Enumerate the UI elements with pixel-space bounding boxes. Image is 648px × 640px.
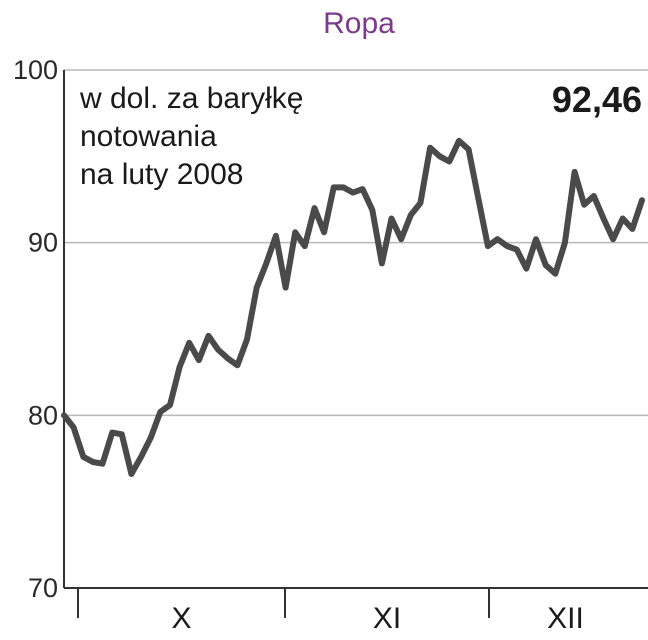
y-tick-label-90: 90 (28, 228, 58, 258)
price-line (61, 137, 645, 477)
y-axis-ticks: 70 80 90 100 (13, 55, 58, 603)
series-group (61, 137, 645, 477)
x-axis-months: X XI XII (77, 588, 584, 635)
y-tick-label-80: 80 (28, 400, 58, 430)
quote-label: notowania (80, 120, 217, 153)
y-tick-label-70: 70 (28, 573, 58, 603)
unit-label: w dol. za baryłkę (79, 82, 303, 115)
month-label-XII: XII (547, 602, 584, 635)
y-tick-label-100: 100 (13, 55, 58, 85)
month-label-XI: XI (373, 602, 401, 635)
month-label-X: X (171, 602, 191, 635)
contract-label: na luty 2008 (80, 158, 243, 191)
chart-title: Ropa (323, 7, 395, 40)
last-value-label: 92,46 (552, 79, 642, 120)
